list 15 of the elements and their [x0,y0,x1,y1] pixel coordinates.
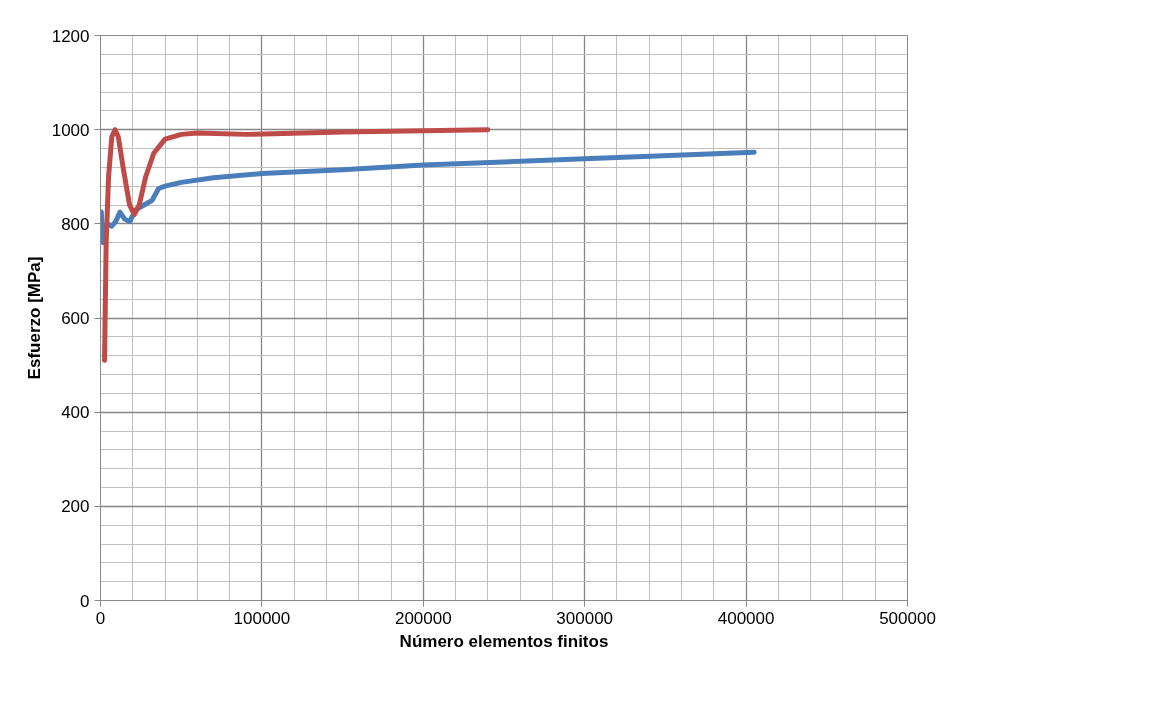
x-tick-label: 300000 [556,608,614,628]
y-tick-label: 1000 [51,120,90,140]
x-tick-label: 200000 [394,608,452,628]
x-axis-title: Número elementos finitos [399,631,609,651]
y-tick-label: 800 [61,214,90,234]
y-tick-label: 0 [80,591,90,611]
y-tick-label: 200 [61,497,90,517]
x-tick-label: 0 [95,608,106,628]
x-tick-label: 100000 [233,608,291,628]
y-tick-label: 1200 [51,26,90,46]
x-tick-label: 400000 [717,608,775,628]
x-tick-label: 500000 [879,608,936,628]
y-axis-title: Esfuerzo [MPa] [24,256,44,380]
y-tick-label: 400 [61,403,90,423]
y-tick-label: 600 [61,309,90,328]
